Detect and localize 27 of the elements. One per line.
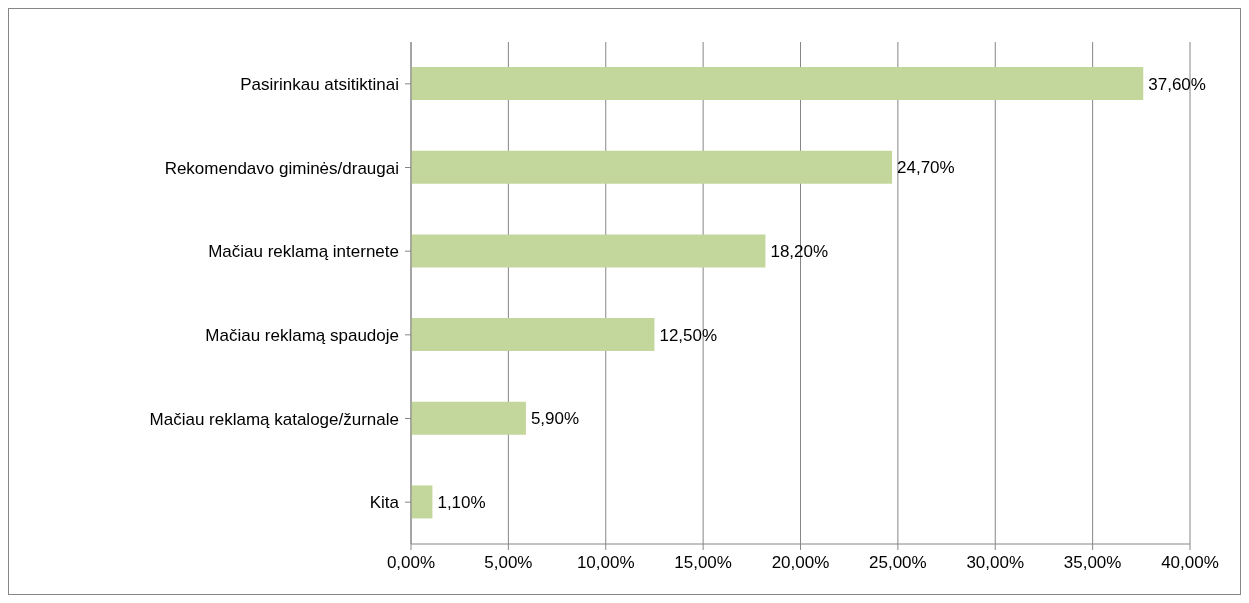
y-tick-label: Kita [369,493,400,513]
x-tick-label: 20,00% [771,553,830,573]
x-tick-label: 5,00% [484,553,533,573]
bar [411,67,1144,101]
y-tick-label: Rekomendavo giminės/draugai [164,158,399,178]
bar [411,150,893,184]
data-label: 1,10% [437,492,486,512]
data-label: 37,60% [1148,74,1206,94]
y-tick-label: Pasirinkau atsitiktinai [240,74,399,94]
bar [411,318,655,352]
x-tick-label: 35,00% [1063,553,1122,573]
y-tick-label: Mačiau reklamą kataloge/žurnale [149,409,399,429]
x-tick-label: 25,00% [869,553,927,573]
y-tick-label: Mačiau reklamą internete [208,242,399,262]
bar [411,485,433,519]
data-label: 18,20% [770,241,829,261]
x-tick-label: 30,00% [966,553,1025,573]
data-label: 12,50% [659,325,718,345]
y-tick-label: Mačiau reklamą spaudoje [205,325,399,345]
bar [411,234,766,268]
data-label: 24,70% [897,158,955,178]
x-tick-label: 0,00% [386,553,436,573]
bar [411,401,526,435]
x-tick-label: 40,00% [1161,553,1219,573]
x-tick-label: 10,00% [576,553,635,573]
data-label: 5,90% [530,409,580,429]
x-tick-label: 15,00% [674,553,732,573]
